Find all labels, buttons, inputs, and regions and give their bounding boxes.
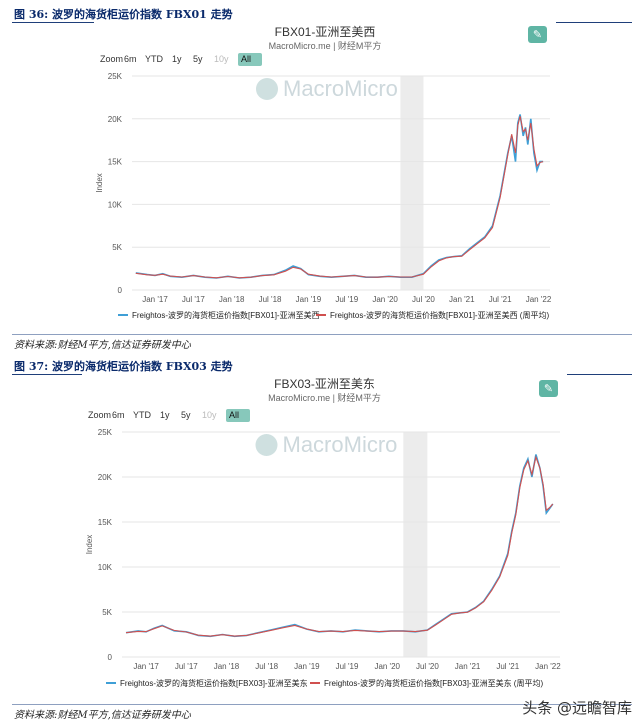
y-tick-label: 5K [112, 243, 122, 252]
y-tick-label: 0 [118, 286, 123, 295]
source-note: 资料来源:财经M平方,信达证券研发中心 [14, 710, 191, 721]
footer-logo: 头条 @远瞻智库 [522, 699, 632, 717]
y-tick-label: 25K [108, 72, 123, 81]
pencil-icon[interactable]: ✎ [528, 26, 547, 43]
x-tick-label: Jan '19 [296, 295, 322, 304]
legend-label: Freightos-波罗的海货柜运价指数[FBX03]-亚洲至美东 [120, 678, 308, 688]
x-tick-label: Jul '17 [175, 662, 198, 671]
zoom-button-ytd[interactable]: YTD [145, 54, 164, 64]
legend-label: Freightos-波罗的海货柜运价指数[FBX01]-亚洲至美西 [132, 310, 320, 320]
shaded-period [403, 432, 428, 657]
y-axis-label: Index [85, 535, 94, 555]
x-tick-label: Jan '20 [372, 295, 398, 304]
watermark-logo-icon [256, 78, 278, 100]
zoom-button-1y[interactable]: 1y [172, 54, 182, 64]
x-tick-label: Jul '20 [412, 295, 435, 304]
y-tick-label: 10K [98, 563, 113, 572]
chart-panel: FBX03-亚洲至美东 MacroMicro.me | 财经M平方 Zoom 6m YT… [82, 374, 567, 700]
y-tick-label: 5K [102, 608, 112, 617]
watermark: MacroMicro [283, 432, 398, 457]
source-rule [12, 334, 632, 335]
y-tick-label: 20K [108, 115, 123, 124]
x-tick-label: Jul '20 [416, 662, 439, 671]
y-tick-label: 25K [98, 428, 113, 437]
zoom-button-10y[interactable]: 10y [202, 410, 217, 420]
series-line-1 [135, 114, 544, 279]
y-axis-label: Index [95, 173, 104, 193]
zoom-button-6m[interactable]: 6m [112, 410, 125, 420]
zoom-button-5y[interactable]: 5y [181, 410, 191, 420]
zoom-button-all[interactable]: All [229, 410, 239, 420]
x-tick-label: Jul '19 [336, 662, 359, 671]
legend-label: Freightos-波罗的海货柜运价指数[FBX01]-亚洲至美西 (周平均) [330, 310, 549, 320]
x-tick-label: Jan '20 [374, 662, 400, 671]
x-tick-label: Jan '17 [133, 662, 159, 671]
legend-label: Freightos-波罗的海货柜运价指数[FBX03]-亚洲至美东 (周平均) [324, 678, 543, 688]
x-tick-label: Jan '19 [294, 662, 320, 671]
series-line-2 [125, 455, 554, 637]
zoom-button-5y[interactable]: 5y [193, 54, 203, 64]
source-rule [12, 704, 632, 705]
x-tick-label: Jul '21 [496, 662, 519, 671]
zoom-active-highlight [226, 409, 250, 422]
watermark: MacroMicro [283, 76, 398, 101]
watermark-logo-icon [255, 434, 278, 456]
y-tick-label: 15K [108, 158, 123, 167]
x-tick-label: Jan '21 [449, 295, 475, 304]
y-tick-label: 15K [98, 518, 113, 527]
x-tick-label: Jul '19 [335, 295, 358, 304]
x-tick-label: Jan '21 [455, 662, 481, 671]
y-tick-label: 10K [108, 200, 123, 209]
zoom-button-6m[interactable]: 6m [124, 54, 137, 64]
figure-caption: 图 36: 波罗的海货柜运价指数 FBX01 走势 [14, 8, 233, 21]
x-tick-label: Jan '17 [142, 295, 168, 304]
y-tick-label: 0 [108, 653, 113, 662]
zoom-button-1y[interactable]: 1y [160, 410, 170, 420]
x-tick-label: Jan '22 [535, 662, 561, 671]
y-tick-label: 20K [98, 473, 113, 482]
x-tick-label: Jul '21 [489, 295, 512, 304]
pencil-icon[interactable]: ✎ [539, 380, 558, 397]
x-tick-label: Jul '17 [182, 295, 205, 304]
zoom-button-zoom: Zoom [88, 410, 111, 420]
chart-subtitle: MacroMicro.me | 财经M平方 [268, 392, 381, 403]
chart-title: FBX01-亚洲至美西 [275, 25, 376, 39]
x-tick-label: Jan '18 [219, 295, 245, 304]
shaded-period [400, 76, 424, 290]
chart-title: FBX03-亚洲至美东 [274, 377, 375, 391]
zoom-button-zoom: Zoom [100, 54, 123, 64]
zoom-button-ytd[interactable]: YTD [133, 410, 152, 420]
series-line-1 [125, 454, 554, 638]
x-tick-label: Jul '18 [255, 662, 278, 671]
x-tick-label: Jul '18 [259, 295, 282, 304]
series-line-2 [135, 116, 544, 279]
zoom-active-highlight [238, 53, 262, 66]
zoom-button-all[interactable]: All [241, 54, 251, 64]
zoom-button-10y[interactable]: 10y [214, 54, 229, 64]
chart-subtitle: MacroMicro.me | 财经M平方 [269, 40, 382, 51]
chart-panel: FBX01-亚洲至美西 MacroMicro.me | 财经M平方 Zoom 6m YT… [94, 22, 556, 330]
x-tick-label: Jan '18 [214, 662, 240, 671]
source-note: 资料来源:财经M平方,信达证券研发中心 [14, 340, 191, 351]
x-tick-label: Jan '22 [526, 295, 552, 304]
figure-caption: 图 37: 波罗的海货柜运价指数 FBX03 走势 [14, 360, 233, 373]
